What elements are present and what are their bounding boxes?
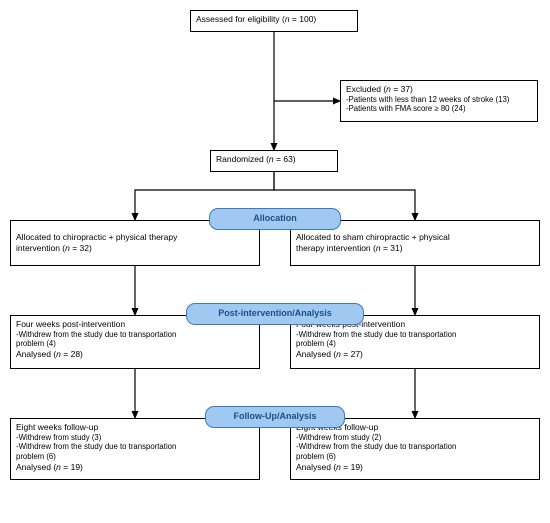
- alloc-r-line1: Allocated to sham chiropractic + physica…: [296, 232, 450, 243]
- post-r-line2: problem (4): [296, 339, 534, 349]
- fu-r-tail: Analysed (n = 19): [296, 462, 534, 473]
- flowchart-canvas: Assessed for eligibility (n = 100) Exclu…: [10, 10, 540, 513]
- alloc-l-line1: Allocated to chiropractic + physical the…: [16, 232, 177, 243]
- fu-r-line1: -Withdrew from study (2): [296, 433, 534, 443]
- fu-l-line3: problem (6): [16, 452, 254, 462]
- alloc-l-line2: intervention (n = 32): [16, 243, 177, 254]
- fu-l-line2: -Withdrew from the study due to transpor…: [16, 442, 254, 452]
- excluded-title: Excluded (n = 37): [346, 84, 532, 95]
- box-excluded: Excluded (n = 37) -Patients with less th…: [340, 80, 538, 122]
- excluded-line-2: -Patients with FMA score ≥ 80 (24): [346, 104, 532, 114]
- fu-l-line1: -Withdrew from study (3): [16, 433, 254, 443]
- assessed-text: Assessed for eligibility (n = 100): [196, 14, 316, 24]
- phase-allocation: Allocation: [209, 208, 341, 230]
- phase-post-label: Post-intervention/Analysis: [218, 308, 332, 318]
- phase-followup-label: Follow-Up/Analysis: [233, 411, 316, 421]
- excluded-line-1: -Patients with less than 12 weeks of str…: [346, 95, 532, 105]
- box-randomized: Randomized (n = 63): [210, 150, 338, 172]
- post-l-line2: problem (4): [16, 339, 254, 349]
- post-r-tail: Analysed (n = 27): [296, 349, 534, 360]
- post-l-tail: Analysed (n = 28): [16, 349, 254, 360]
- alloc-r-line2: therapy intervention (n = 31): [296, 243, 450, 254]
- fu-r-line3: problem (6): [296, 452, 534, 462]
- phase-post-intervention: Post-intervention/Analysis: [186, 303, 364, 325]
- post-l-line1: -Withdrew from the study due to transpor…: [16, 330, 254, 340]
- fu-l-tail: Analysed (n = 19): [16, 462, 254, 473]
- phase-followup: Follow-Up/Analysis: [205, 406, 345, 428]
- post-r-line1: -Withdrew from the study due to transpor…: [296, 330, 534, 340]
- phase-allocation-label: Allocation: [253, 213, 297, 223]
- box-assessed: Assessed for eligibility (n = 100): [190, 10, 358, 32]
- randomized-text: Randomized (n = 63): [216, 154, 296, 164]
- fu-r-line2: -Withdrew from the study due to transpor…: [296, 442, 534, 452]
